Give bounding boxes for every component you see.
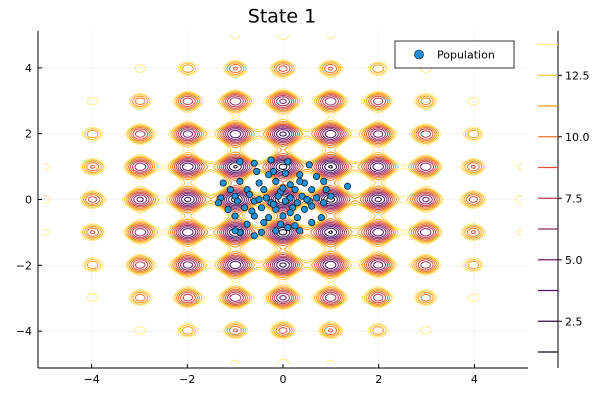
population-point	[320, 177, 328, 185]
population-point	[262, 194, 270, 202]
population-point	[246, 191, 254, 199]
population-point	[286, 209, 294, 217]
population-point	[253, 168, 261, 176]
population-point	[236, 158, 244, 166]
population-point	[296, 227, 304, 235]
population-point	[272, 177, 280, 185]
chart-title: State 1	[248, 6, 316, 28]
population-point	[255, 196, 263, 204]
population-point	[308, 219, 316, 227]
y-tick-label: −4	[16, 325, 32, 338]
y-tick-label: 0	[25, 194, 32, 207]
population-point	[305, 161, 313, 169]
population-point	[296, 177, 304, 185]
population-point	[322, 186, 330, 194]
population-point	[308, 186, 316, 194]
population-point	[277, 220, 285, 228]
population-point	[293, 214, 301, 222]
colorbar-tick-label: 7.5	[565, 192, 583, 205]
population-point	[303, 196, 311, 204]
contour-level-line	[133, 96, 433, 303]
population-point	[257, 228, 265, 236]
contour-lines	[43, 34, 523, 365]
population-point	[226, 186, 234, 194]
contour-level-line	[85, 63, 481, 336]
population-point	[317, 214, 325, 222]
population-point	[274, 192, 282, 200]
population-point	[291, 186, 299, 194]
legend-marker	[414, 49, 424, 60]
population-point	[231, 227, 239, 235]
population-points	[214, 156, 352, 240]
contour-level-line	[83, 61, 483, 338]
x-tick-label: 0	[280, 373, 287, 386]
population-point	[260, 219, 268, 227]
colorbar-tick-label: 10.0	[565, 131, 590, 144]
legend: Population	[394, 40, 515, 69]
population-point	[284, 224, 292, 232]
colorbar: 2.5 5.0 7.5 10.0 12.5	[538, 31, 590, 368]
contour-level-line	[43, 34, 523, 365]
population-point	[260, 186, 268, 194]
population-point	[281, 169, 289, 177]
population-point	[241, 204, 249, 212]
legend-label: Population	[437, 49, 495, 62]
population-point	[265, 171, 273, 179]
x-tick-label: −4	[83, 373, 99, 386]
contour-level-line	[136, 98, 430, 301]
colorbar-tick-label: 12.5	[565, 69, 590, 82]
population-point	[286, 181, 294, 189]
population-point	[248, 207, 256, 215]
contour-level-line	[180, 129, 386, 270]
population-point	[300, 205, 308, 213]
y-tick-label: 2	[25, 128, 32, 141]
x-tick-label: 2	[375, 373, 382, 386]
axes: −4 −2 0 2 4 −4 −2 0 2 4	[16, 31, 528, 386]
x-tick-label: −2	[179, 373, 195, 386]
population-point	[293, 199, 301, 207]
population-point	[327, 192, 335, 200]
colorbar-tick-label: 2.5	[565, 315, 583, 328]
population-point	[281, 197, 289, 205]
population-point	[267, 156, 275, 164]
population-point	[243, 220, 251, 228]
population-point	[298, 192, 306, 200]
population-point	[296, 171, 304, 179]
population-point	[250, 159, 258, 167]
population-point	[279, 184, 287, 192]
population-point	[236, 177, 244, 185]
population-point	[320, 199, 328, 207]
population-point	[272, 227, 280, 235]
population-point	[250, 232, 258, 240]
population-point	[284, 158, 292, 166]
contour-level-line	[87, 65, 479, 334]
population-point	[344, 182, 352, 190]
population-point	[219, 179, 227, 187]
population-point	[312, 194, 320, 202]
population-point	[269, 168, 277, 176]
population-point	[312, 173, 320, 181]
population-point	[279, 212, 287, 220]
population-point	[308, 202, 316, 210]
population-point	[234, 197, 242, 205]
population-point	[291, 222, 299, 230]
population-point	[269, 200, 277, 208]
population-point	[231, 212, 239, 220]
population-point	[265, 214, 273, 222]
colorbar-tick-label: 5.0	[565, 254, 583, 267]
population-point	[286, 194, 294, 202]
x-tick-label: 4	[471, 373, 478, 386]
population-point	[224, 205, 232, 213]
population-point	[255, 179, 263, 187]
population-point	[257, 204, 265, 212]
y-tick-label: 4	[25, 62, 32, 75]
population-point	[214, 199, 222, 207]
y-tick-label: −2	[16, 259, 32, 272]
